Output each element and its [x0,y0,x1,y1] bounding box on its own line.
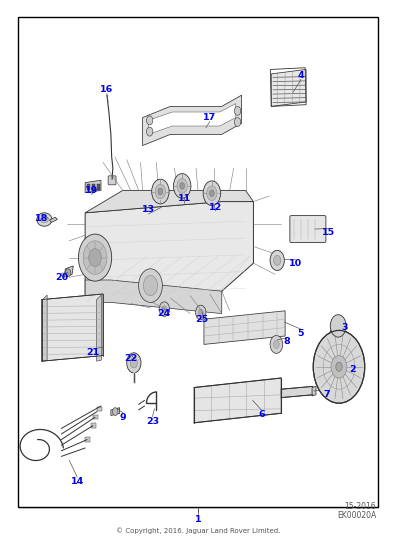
Circle shape [234,118,241,127]
Bar [270,68,306,106]
Text: 7: 7 [324,390,330,399]
Text: 15: 15 [322,228,335,237]
Circle shape [162,306,167,312]
Polygon shape [85,280,222,314]
Circle shape [331,356,347,378]
Circle shape [234,106,241,115]
Circle shape [270,335,283,353]
Polygon shape [50,217,57,222]
Text: 10: 10 [288,259,302,268]
Polygon shape [204,311,285,344]
Circle shape [155,184,166,199]
Circle shape [139,269,162,302]
Text: 25: 25 [195,315,209,324]
Circle shape [130,358,137,368]
Circle shape [147,127,153,136]
Text: 4: 4 [298,71,304,80]
Circle shape [334,320,342,332]
Bar [93,415,98,419]
Polygon shape [87,184,90,190]
Circle shape [203,181,221,206]
Circle shape [274,340,279,348]
Circle shape [196,305,206,320]
Text: 8: 8 [284,337,291,346]
Bar [97,407,102,411]
Ellipse shape [40,216,48,223]
Circle shape [112,408,118,416]
Bar [85,437,90,442]
Circle shape [336,362,342,371]
Text: 11: 11 [177,194,191,203]
Text: 15-2016: 15-2016 [345,502,376,511]
Polygon shape [85,190,253,213]
Circle shape [274,255,281,265]
Polygon shape [111,408,120,416]
Circle shape [207,186,217,200]
FancyBboxPatch shape [108,176,116,185]
Circle shape [147,116,153,125]
Text: 14: 14 [70,477,84,486]
Polygon shape [42,295,47,361]
Circle shape [180,183,185,189]
Circle shape [78,234,112,281]
Text: 20: 20 [55,273,68,282]
FancyBboxPatch shape [290,216,326,242]
Circle shape [270,250,284,270]
Circle shape [158,188,163,195]
Text: 19: 19 [84,186,98,195]
Circle shape [65,269,71,277]
Circle shape [127,353,141,373]
Circle shape [83,241,107,274]
Text: EK00020A: EK00020A [337,511,376,520]
Polygon shape [97,184,100,190]
Text: 3: 3 [341,323,348,332]
Circle shape [313,330,365,403]
Text: 17: 17 [203,113,217,122]
Polygon shape [271,69,306,106]
Circle shape [89,249,101,267]
Polygon shape [312,386,316,396]
Text: 22: 22 [124,354,137,363]
Text: 23: 23 [146,417,159,426]
Bar [18,17,378,507]
Text: © Copyright, 2016. Jaguar Land Rover Limited.: © Copyright, 2016. Jaguar Land Rover Lim… [116,528,280,534]
Circle shape [177,179,187,193]
Polygon shape [85,180,101,193]
Polygon shape [97,295,101,361]
Polygon shape [143,95,242,146]
Circle shape [143,276,158,296]
Text: 9: 9 [120,413,126,422]
Ellipse shape [37,213,52,226]
Circle shape [209,190,214,197]
Polygon shape [194,378,281,423]
Polygon shape [281,386,313,398]
Circle shape [159,302,169,316]
Polygon shape [42,294,103,361]
Text: 5: 5 [298,329,304,338]
Circle shape [152,179,169,204]
Polygon shape [64,266,73,277]
Polygon shape [148,104,236,134]
Text: 2: 2 [349,365,356,374]
Text: 6: 6 [258,410,265,419]
Text: 13: 13 [142,206,155,214]
Circle shape [198,309,203,316]
Text: 1: 1 [195,515,201,524]
Text: 21: 21 [86,348,100,357]
Text: 18: 18 [35,214,48,223]
Text: 16: 16 [100,85,114,94]
Polygon shape [85,202,253,302]
Circle shape [173,174,191,198]
Circle shape [330,315,346,337]
Polygon shape [92,184,95,190]
Text: 24: 24 [158,309,171,318]
Polygon shape [329,330,336,333]
Bar [91,423,96,428]
Text: 12: 12 [209,203,223,212]
